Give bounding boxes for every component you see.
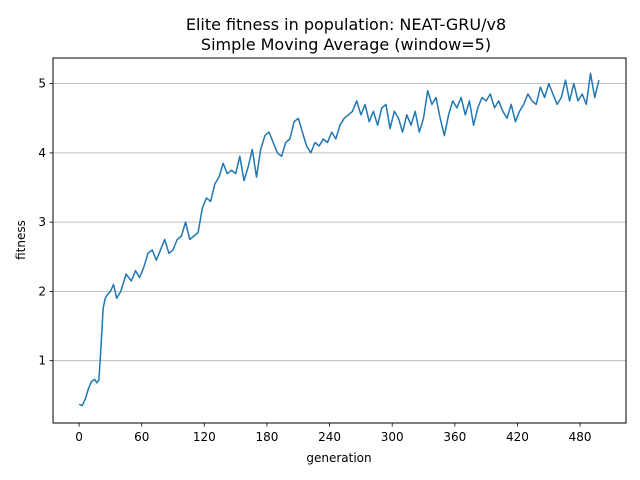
x-tick-label: 300 — [381, 430, 404, 444]
y-axis-label: fitness — [14, 220, 28, 260]
y-tick-label: 5 — [38, 77, 46, 91]
grid-lines — [53, 83, 626, 362]
y-tick-label: 4 — [38, 146, 46, 160]
x-tick-label: 360 — [443, 430, 466, 444]
x-tick-label: 480 — [569, 430, 592, 444]
chart-title-line2: Simple Moving Average (window=5) — [201, 35, 491, 54]
y-tick-label: 3 — [38, 215, 46, 229]
x-tick-label: 0 — [75, 430, 83, 444]
y-tick-label: 2 — [38, 284, 46, 298]
series-group — [78, 72, 600, 407]
chart-title-line1: Elite fitness in population: NEAT-GRU/v8 — [186, 15, 506, 34]
x-tick-label: 180 — [256, 430, 279, 444]
plot-frame — [52, 57, 627, 424]
x-tick-label: 120 — [193, 430, 216, 444]
x-tick-label: 420 — [506, 430, 529, 444]
y-tick-label: 1 — [38, 354, 46, 368]
fitness-series-line — [78, 72, 600, 407]
x-axis: 0 60 120 180 240 300 360 420 480 — [75, 423, 592, 444]
x-axis-label: generation — [306, 451, 371, 465]
x-tick-label: 60 — [134, 430, 149, 444]
y-axis: 1 2 3 4 5 — [38, 77, 53, 368]
x-tick-label: 240 — [318, 430, 341, 444]
